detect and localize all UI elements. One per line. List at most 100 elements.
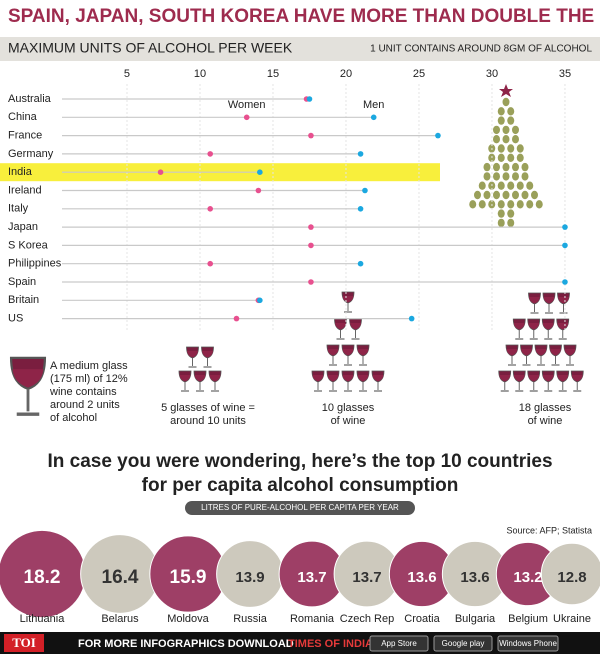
bottle-tree xyxy=(469,84,543,228)
page-title: SPAIN, JAPAN, SOUTH KOREA HAVE MORE THAN… xyxy=(8,6,600,27)
category-label: Philippines xyxy=(8,258,62,270)
bubble-label: Croatia xyxy=(404,613,440,625)
bottle xyxy=(512,135,519,144)
bottle xyxy=(502,125,510,135)
wine-glass xyxy=(542,292,556,314)
dot xyxy=(308,224,314,230)
dot xyxy=(562,279,568,285)
badge-text[interactable]: Google play xyxy=(442,639,485,648)
footer-text: FOR MORE INFOGRAPHICS DOWNLOAD xyxy=(78,638,294,650)
bottle xyxy=(502,97,510,107)
dot xyxy=(308,132,314,139)
bottle xyxy=(516,200,524,209)
bottle xyxy=(497,200,505,209)
bottle xyxy=(497,218,505,228)
bottle xyxy=(512,125,519,135)
category-label: China xyxy=(8,111,38,123)
dot xyxy=(357,260,364,267)
bubble-value: 13.9 xyxy=(235,569,264,586)
wine-glass xyxy=(512,318,526,340)
bottle xyxy=(507,218,515,228)
bottle xyxy=(497,209,505,218)
x-tick-label: 35 xyxy=(559,68,571,80)
badge[interactable] xyxy=(433,635,493,652)
category-label: Britain xyxy=(8,294,39,306)
wine-glass xyxy=(341,291,355,313)
wine-glass xyxy=(527,318,541,340)
x-tick-label: 30 xyxy=(486,68,498,80)
bubble xyxy=(540,542,600,606)
annotation: around 10 units xyxy=(170,415,246,427)
bottle xyxy=(512,190,519,200)
bottle xyxy=(531,190,538,200)
dot xyxy=(308,242,314,249)
dot xyxy=(357,206,364,212)
badge[interactable] xyxy=(497,635,559,652)
wine-glass xyxy=(556,292,571,314)
badge-text[interactable]: Windows Phone xyxy=(499,639,557,648)
wine-glass xyxy=(200,346,215,368)
wine-glass xyxy=(326,370,340,392)
bottle xyxy=(516,153,524,162)
badge-text[interactable]: App Store xyxy=(381,639,417,648)
wine-glass xyxy=(556,370,570,392)
annotation: of alcohol xyxy=(50,412,97,424)
headline: for per capita alcohol consumption xyxy=(142,475,459,496)
big-glass xyxy=(9,356,47,416)
wine-glass xyxy=(356,344,370,366)
category-label: France xyxy=(8,130,42,142)
bubble-label: Belgium xyxy=(508,613,548,625)
bubble-value: 13.2 xyxy=(513,569,542,586)
dot xyxy=(207,260,214,267)
header-band xyxy=(0,37,600,61)
chart-title: MAXIMUM UNITS OF ALCOHOL PER WEEK xyxy=(8,40,293,56)
wine-glass xyxy=(563,344,577,366)
bubble-label: Romania xyxy=(290,613,335,625)
bottle xyxy=(507,116,515,125)
bottle xyxy=(521,162,529,172)
bottle xyxy=(507,107,515,116)
wine-glass xyxy=(541,318,555,340)
badge[interactable] xyxy=(369,635,429,652)
category-label: Australia xyxy=(8,93,52,105)
wine-glass xyxy=(512,370,526,392)
annotation: 10 glasses xyxy=(322,402,375,414)
wine-glass xyxy=(185,346,200,368)
annotation: wine contains xyxy=(49,386,117,398)
wine-glass xyxy=(333,318,348,340)
wine-glass xyxy=(498,370,512,392)
annotation: (175 ml) of 12% xyxy=(50,373,128,385)
legend-label: Men xyxy=(363,99,384,111)
bottle xyxy=(512,172,519,181)
dot xyxy=(243,114,250,121)
dot xyxy=(255,187,262,194)
wine-glass xyxy=(348,318,363,340)
dot xyxy=(233,315,240,322)
dot xyxy=(562,242,568,249)
bubble-label: Czech Rep xyxy=(340,613,394,625)
category-label: Japan xyxy=(8,221,38,233)
bubble-value: 12.8 xyxy=(557,569,586,586)
dot xyxy=(207,206,214,212)
bottle xyxy=(502,190,510,200)
wine-glass xyxy=(527,292,542,314)
x-tick-label: 5 xyxy=(124,68,130,80)
bottle xyxy=(516,144,524,153)
glass-pictograms xyxy=(178,291,584,392)
category-label: US xyxy=(8,313,23,325)
wine-glass xyxy=(311,370,325,392)
bubble-label: Lithuania xyxy=(20,613,66,625)
x-tick-label: 20 xyxy=(340,68,352,80)
star xyxy=(499,84,513,97)
dot xyxy=(362,187,368,194)
bubble-value: 13.7 xyxy=(352,569,381,586)
bubble-label: Moldova xyxy=(167,613,209,625)
dot xyxy=(257,297,263,304)
x-tick-label: 15 xyxy=(267,68,279,80)
bottle xyxy=(497,181,505,190)
bubble-value: 16.4 xyxy=(102,567,139,588)
bottle xyxy=(507,200,515,209)
subtitle-box xyxy=(185,501,415,515)
bottle xyxy=(483,172,491,181)
